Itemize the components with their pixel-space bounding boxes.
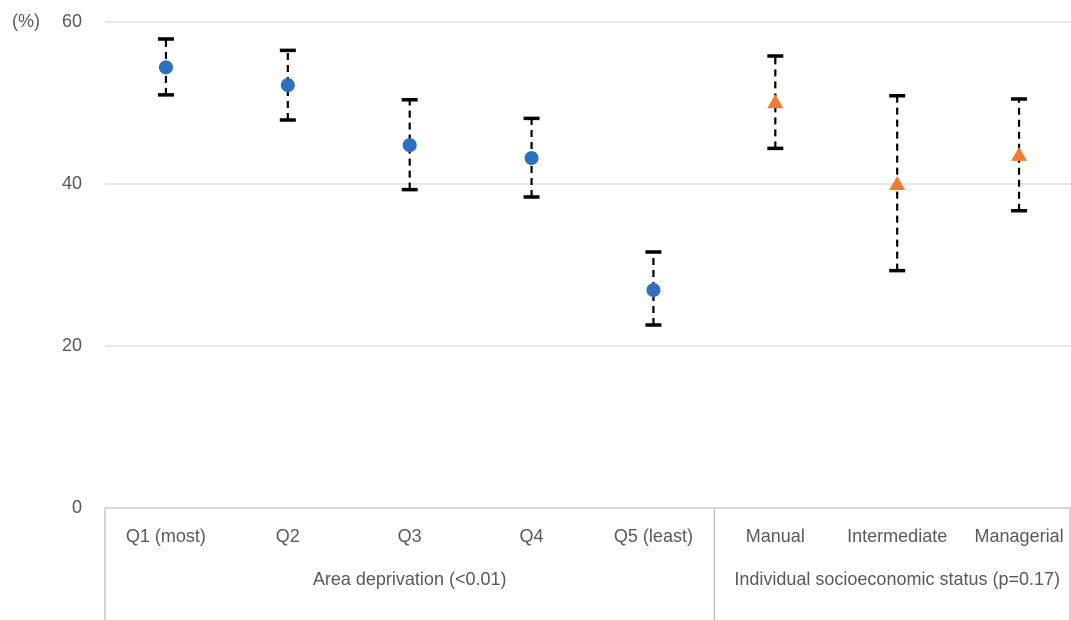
- point: [158, 60, 173, 75]
- x-tick-label: Q2: [276, 526, 300, 546]
- y-tick-label: 40: [62, 173, 82, 193]
- y-tick-label: 0: [72, 497, 82, 517]
- group-label: Individual socioeconomic status (p=0.17): [734, 569, 1061, 589]
- point: [280, 78, 295, 93]
- x-tick-label: Q4: [520, 526, 544, 546]
- x-tick-label: Q5 (least): [614, 526, 693, 546]
- y-tick-label: 60: [62, 11, 82, 31]
- point: [646, 283, 661, 298]
- point: [524, 151, 539, 166]
- point: [402, 138, 417, 153]
- group-label: Area deprivation (<0.01): [312, 569, 507, 589]
- x-tick-label: Manual: [746, 526, 805, 546]
- point: [767, 94, 784, 109]
- x-tick-label: Intermediate: [847, 526, 947, 546]
- point: [889, 176, 906, 190]
- y-tick-label: 20: [62, 335, 82, 355]
- x-tick-label: Q1 (most): [126, 526, 206, 546]
- point: [1011, 146, 1028, 161]
- x-tick-label: Q3: [398, 526, 422, 546]
- x-tick-label: Managerial: [975, 526, 1064, 546]
- y-axis-unit: (%): [12, 11, 40, 31]
